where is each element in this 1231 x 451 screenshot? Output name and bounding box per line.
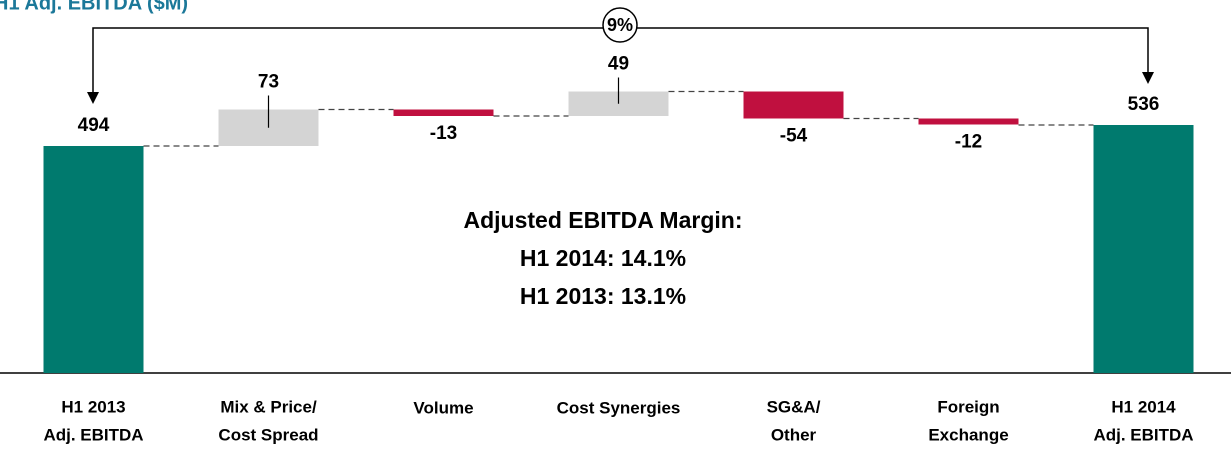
x-tick-label: SG&A/ xyxy=(767,397,821,416)
x-tick-label: H1 2013 xyxy=(61,397,125,416)
x-tick-label: Adj. EBITDA xyxy=(43,425,143,444)
annotation: H1 2013: 13.1% xyxy=(520,283,686,309)
change-bracket xyxy=(92,7,1149,95)
x-tick-label: Mix & Price/ xyxy=(220,397,317,416)
x-tick-label: Cost Synergies xyxy=(557,398,681,417)
bracket-right xyxy=(637,27,1149,75)
bar xyxy=(393,109,494,116)
arrow-head xyxy=(87,92,99,104)
value-label: 49 xyxy=(608,54,629,75)
x-tick-label: Cost Spread xyxy=(218,425,318,444)
value-label: 536 xyxy=(1128,94,1160,115)
bracket-left xyxy=(92,27,603,95)
value-label: -12 xyxy=(955,132,982,153)
arrow-head xyxy=(1142,72,1154,84)
x-tick-label: H1 2014 xyxy=(1111,397,1176,416)
change-circle xyxy=(602,7,638,43)
value-label: -13 xyxy=(430,123,457,144)
x-tick-label: Volume xyxy=(413,398,473,417)
annotation: Adjusted EBITDA Margin: xyxy=(464,207,743,233)
value-label: 494 xyxy=(78,115,110,136)
x-tick-label: Other xyxy=(771,425,817,444)
x-tick-label: Foreign xyxy=(937,397,999,416)
bar xyxy=(43,146,144,373)
x-tick-label: Exchange xyxy=(928,425,1008,444)
value-label: -54 xyxy=(780,126,808,147)
change-label: 9% xyxy=(607,15,633,35)
chart-title: H1 Adj. EBITDA ($M) xyxy=(0,0,188,14)
annotation: H1 2014: 14.1% xyxy=(520,245,686,271)
value-label: 73 xyxy=(258,72,279,93)
x-tick-label: Adj. EBITDA xyxy=(1093,425,1193,444)
bar xyxy=(743,91,844,119)
bar xyxy=(1093,125,1194,373)
bar xyxy=(918,118,1019,125)
